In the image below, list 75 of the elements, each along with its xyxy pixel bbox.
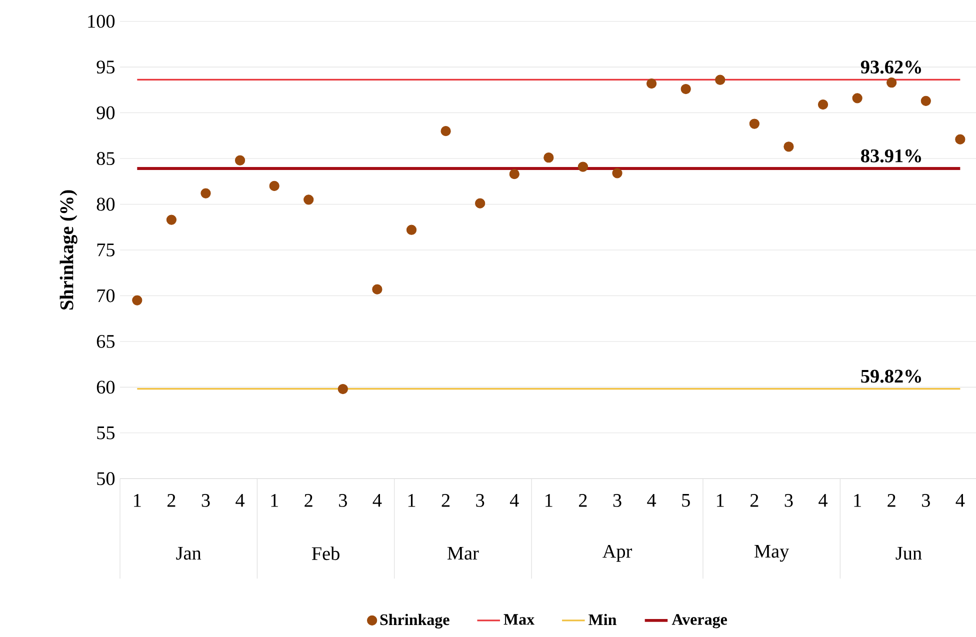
point — [200, 188, 211, 198]
point — [372, 284, 382, 294]
y-tick-label: 80 — [96, 198, 115, 211]
y-tick-label: 70 — [97, 289, 115, 302]
point — [749, 118, 760, 129]
point — [304, 194, 314, 205]
x-tick-label: 1 — [546, 494, 552, 507]
point — [578, 162, 588, 172]
point — [509, 168, 520, 179]
point — [612, 168, 622, 178]
x-tick-label: 4 — [956, 494, 965, 507]
x-tick-label: 3 — [613, 494, 622, 507]
data-label: 83.91% — [861, 149, 921, 162]
x-tick-label: 2 — [578, 494, 587, 507]
x-tick-label: 2 — [442, 494, 450, 507]
x-tick-label: 2 — [888, 494, 896, 507]
x-tick-label: 5 — [682, 494, 690, 507]
point — [784, 141, 794, 152]
point — [544, 152, 554, 163]
x-tick-label: 4 — [510, 494, 519, 507]
text: Jun — [896, 546, 922, 560]
x-tick-label: 3 — [476, 494, 484, 507]
point — [338, 384, 348, 394]
point — [715, 74, 726, 85]
y-tick-label: 90 — [96, 106, 115, 120]
x-tick-label: 2 — [750, 494, 758, 507]
data-label: 93.62% — [860, 60, 921, 74]
y-tick-label: 60 — [96, 380, 115, 394]
text: Feb — [312, 546, 340, 560]
y-axis-title: Shrinkage (%) — [60, 190, 78, 310]
point — [886, 77, 897, 88]
x-tick-label: 2 — [167, 494, 176, 507]
y-tick-label: 55 — [97, 426, 115, 440]
legend-label: Average — [672, 614, 727, 628]
point — [818, 99, 828, 110]
point — [406, 224, 417, 235]
text: Jan — [176, 546, 202, 560]
point — [269, 180, 280, 191]
point — [646, 78, 657, 88]
y-tick-label: 75 — [97, 243, 115, 256]
text: Mar — [447, 546, 479, 560]
y-tick-label: 85 — [96, 152, 115, 165]
x-tick-label: 1 — [271, 494, 278, 507]
y-tick-label: 95 — [96, 60, 115, 74]
point — [955, 134, 966, 144]
x-tick-label: 3 — [339, 494, 347, 507]
x-tick-label: 4 — [236, 494, 245, 507]
x-tick-label: 3 — [922, 494, 930, 507]
text: May — [754, 544, 790, 562]
x-tick-label: 4 — [818, 494, 828, 507]
point — [234, 155, 246, 166]
x-tick-label: 2 — [304, 494, 312, 507]
point — [680, 84, 691, 94]
x-tick-label: 3 — [784, 494, 793, 507]
legend-label: Min — [588, 614, 616, 625]
point — [440, 126, 451, 136]
point — [852, 92, 862, 104]
text: Apr — [602, 544, 632, 562]
x-tick-label: 4 — [372, 494, 382, 507]
legend-label: Max — [504, 614, 534, 625]
x-tick-label: 1 — [854, 494, 861, 507]
y-tick-label: 65 — [96, 334, 115, 348]
x-tick-label: 1 — [134, 494, 141, 507]
point — [920, 96, 931, 106]
x-tick-label: 1 — [408, 494, 416, 507]
x-tick-label: 3 — [202, 494, 210, 507]
legend-label: Shrinkage — [380, 614, 450, 628]
point — [475, 198, 486, 208]
y-tick-label: 100 — [88, 14, 115, 28]
y-tick-label: 50 — [97, 472, 115, 485]
point — [132, 295, 142, 306]
x-tick-label: 1 — [717, 494, 724, 507]
point — [166, 214, 177, 225]
x-tick-label: 4 — [647, 494, 656, 507]
data-label: 59.82% — [861, 370, 921, 383]
